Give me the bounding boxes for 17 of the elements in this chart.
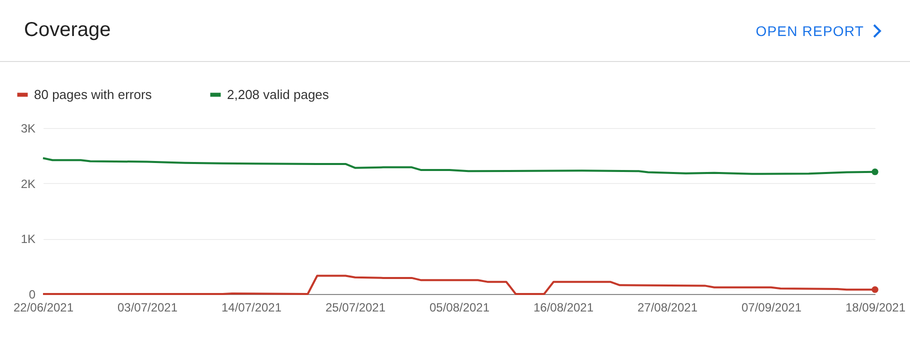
- legend-label: 2,208 valid pages: [227, 86, 330, 102]
- x-tick-label: 22/06/2021: [13, 300, 74, 314]
- y-tick-label: 1K: [20, 232, 36, 246]
- y-tick-label: 2K: [20, 176, 36, 191]
- x-tick-label: 07/09/2021: [741, 300, 802, 314]
- x-tick-label: 18/09/2021: [845, 300, 906, 314]
- y-tick-label: 0: [28, 288, 36, 302]
- x-tick-label: 14/07/2021: [221, 300, 282, 314]
- x-tick-label: 05/08/2021: [429, 300, 490, 314]
- y-tick-label: 3K: [20, 122, 36, 136]
- legend-label: 80 pages with errors: [34, 86, 152, 102]
- x-tick-label: 03/07/2021: [117, 300, 178, 314]
- x-tick-label: 16/08/2021: [533, 300, 594, 314]
- chart-title: Coverage: [24, 19, 111, 42]
- x-tick-label: 25/07/2021: [325, 300, 386, 314]
- x-tick-label: 27/08/2021: [637, 300, 698, 314]
- text: OPEN REPORT: [756, 23, 864, 39]
